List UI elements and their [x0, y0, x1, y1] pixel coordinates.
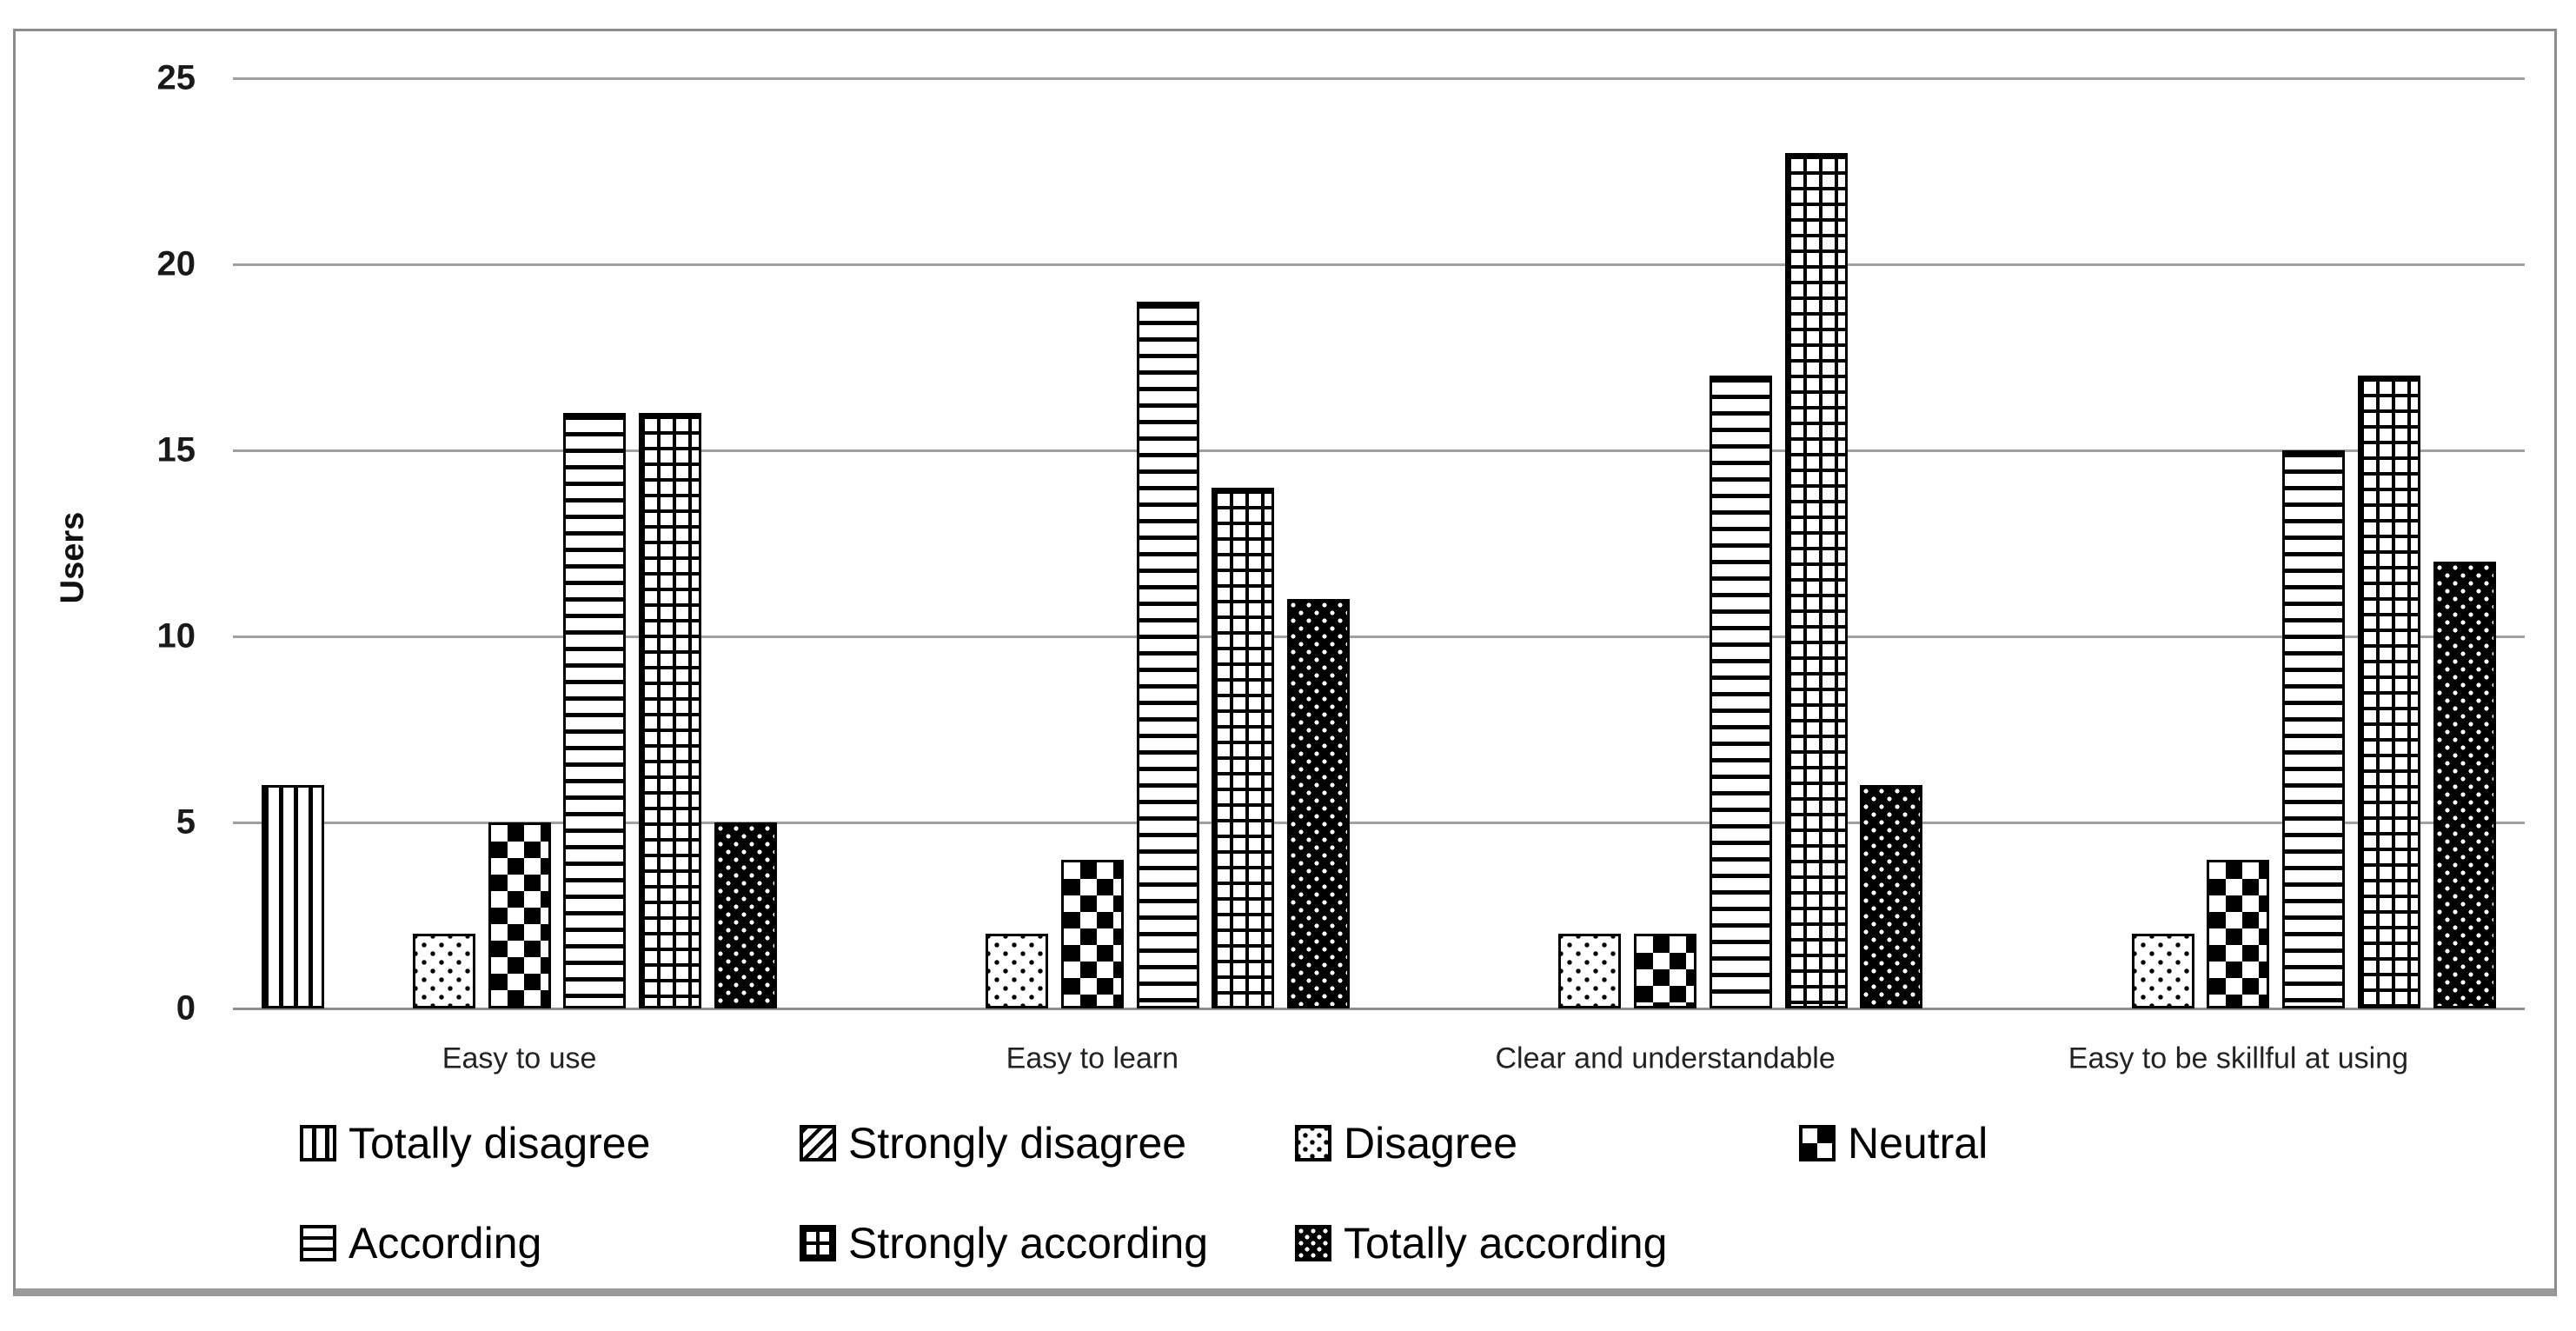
bar-neutral-cat1 [488, 822, 551, 1008]
bar-disagree-cat2 [986, 934, 1049, 1008]
gridline-20 [233, 263, 2525, 266]
bar-neutral-cat2 [1060, 859, 1124, 1008]
bar-disagree-cat3 [1558, 934, 1622, 1008]
bar-according-cat4 [2282, 450, 2346, 1008]
legend-item-according: According [300, 1215, 541, 1271]
bar-totally-disagree-cat1 [262, 785, 325, 1008]
bar-disagree-cat1 [412, 934, 475, 1008]
dots-dark-swatch-icon [1295, 1225, 1331, 1261]
bar-totally-according-cat1 [714, 822, 777, 1008]
legend-label: According [349, 1219, 542, 1268]
gridline-25 [233, 77, 2525, 80]
bar-disagree-cat4 [2131, 934, 2194, 1008]
y-tick-label-20: 20 [156, 244, 196, 283]
y-tick-label-10: 10 [156, 616, 196, 656]
legend-item-neutral: Neutral [1799, 1115, 1988, 1171]
grid-swatch-icon [800, 1225, 836, 1261]
bar-totally-according-cat4 [2433, 562, 2496, 1008]
legend-label: Neutral [1848, 1119, 1988, 1168]
legend-label: Totally disagree [349, 1119, 651, 1168]
bar-strongly-according-cat1 [639, 413, 702, 1008]
gridline-10 [233, 636, 2525, 638]
gridline-15 [233, 449, 2525, 452]
gridline-5 [233, 822, 2525, 824]
plot-area [233, 77, 2525, 1010]
legend-label: Strongly disagree [848, 1119, 1187, 1168]
legend-item-totally-disagree: Totally disagree [300, 1115, 650, 1171]
legend-item-strongly-disagree: Strongly disagree [800, 1115, 1186, 1171]
horizontal-stripes-swatch-icon [300, 1225, 336, 1261]
bar-strongly-according-cat3 [1784, 152, 1848, 1008]
y-tick-label-0: 0 [176, 988, 196, 1028]
vertical-stripes-swatch-icon [300, 1125, 336, 1161]
bar-strongly-according-cat2 [1212, 487, 1275, 1008]
category-label-3: Clear and understandable [1495, 1042, 1836, 1075]
legend-label: Disagree [1344, 1119, 1518, 1168]
diagonal-hatch-swatch-icon [800, 1125, 836, 1161]
bar-neutral-cat4 [2207, 859, 2270, 1008]
category-label-4: Easy to be skillful at using [2068, 1042, 2408, 1075]
bar-strongly-according-cat4 [2357, 376, 2420, 1008]
bar-according-cat2 [1136, 301, 1199, 1008]
y-tick-label-15: 15 [156, 430, 196, 469]
bar-neutral-cat3 [1634, 934, 1697, 1008]
bar-totally-according-cat3 [1860, 785, 1923, 1008]
legend-item-totally-according: Totally according [1295, 1215, 1667, 1271]
chart-frame [13, 29, 2557, 1296]
category-label-2: Easy to learn [1006, 1042, 1179, 1075]
dots-light-swatch-icon [1295, 1125, 1331, 1161]
bar-according-cat3 [1709, 376, 1772, 1008]
x-axis-line [233, 1008, 2525, 1010]
checkerboard-swatch-icon [1799, 1125, 1836, 1161]
category-label-1: Easy to use [442, 1042, 597, 1075]
legend-label: Strongly according [848, 1219, 1209, 1268]
bar-totally-according-cat2 [1287, 599, 1351, 1008]
y-tick-label-25: 25 [156, 58, 196, 97]
legend-item-strongly-according: Strongly according [800, 1215, 1208, 1271]
y-tick-label-5: 5 [176, 802, 196, 842]
legend-item-disagree: Disagree [1295, 1115, 1517, 1171]
bar-according-cat1 [563, 413, 627, 1008]
legend-label: Totally according [1344, 1219, 1668, 1268]
